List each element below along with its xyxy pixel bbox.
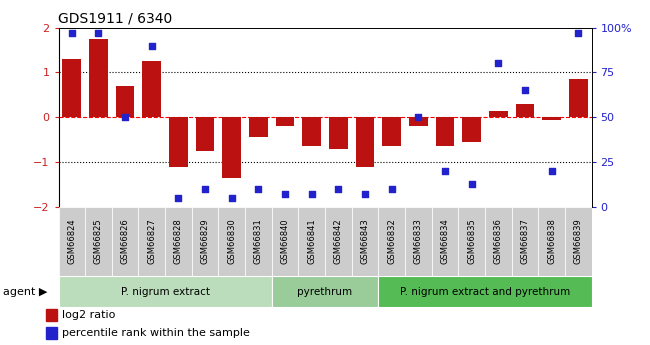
Point: [173, 195, 184, 201]
Bar: [298, 207, 325, 276]
Text: pyrethrum: pyrethrum: [298, 287, 352, 296]
Bar: [356, 117, 374, 167]
Bar: [222, 117, 241, 178]
Bar: [112, 207, 138, 276]
Bar: [569, 79, 588, 117]
Bar: [58, 276, 272, 307]
Bar: [169, 117, 188, 167]
Bar: [46, 309, 57, 321]
Text: GSM66843: GSM66843: [361, 219, 369, 264]
Point: [520, 88, 530, 93]
Bar: [409, 117, 428, 126]
Point: [254, 186, 264, 192]
Text: P. nigrum extract and pyrethrum: P. nigrum extract and pyrethrum: [400, 287, 570, 296]
Point: [227, 195, 237, 201]
Bar: [272, 276, 378, 307]
Point: [386, 186, 396, 192]
Bar: [565, 207, 592, 276]
Bar: [85, 207, 112, 276]
Bar: [325, 207, 352, 276]
Text: log2 ratio: log2 ratio: [62, 310, 115, 319]
Bar: [489, 110, 508, 117]
Bar: [462, 117, 481, 142]
Point: [307, 192, 317, 197]
Point: [360, 192, 370, 197]
Bar: [46, 327, 57, 339]
Text: GSM66841: GSM66841: [307, 219, 316, 264]
Bar: [58, 207, 85, 276]
Text: GDS1911 / 6340: GDS1911 / 6340: [58, 11, 173, 25]
Text: GSM66833: GSM66833: [414, 219, 422, 264]
Bar: [458, 207, 485, 276]
Bar: [138, 207, 165, 276]
Point: [413, 115, 424, 120]
Text: GSM66837: GSM66837: [521, 219, 529, 264]
Bar: [436, 117, 454, 146]
Text: GSM66836: GSM66836: [494, 219, 502, 264]
Bar: [378, 207, 405, 276]
Bar: [432, 207, 458, 276]
Bar: [89, 39, 108, 117]
Bar: [276, 117, 294, 126]
Point: [547, 168, 557, 174]
Point: [200, 186, 211, 192]
Bar: [538, 207, 565, 276]
Bar: [329, 117, 348, 149]
Point: [280, 192, 291, 197]
Point: [333, 186, 343, 192]
Text: GSM66842: GSM66842: [334, 219, 343, 264]
Bar: [62, 59, 81, 117]
Text: GSM66839: GSM66839: [574, 219, 582, 264]
Bar: [352, 207, 378, 276]
Bar: [405, 207, 432, 276]
Point: [439, 168, 450, 174]
Point: [573, 30, 584, 36]
Bar: [116, 86, 135, 117]
Bar: [378, 276, 592, 307]
Text: GSM66829: GSM66829: [201, 219, 209, 264]
Bar: [485, 207, 512, 276]
Bar: [245, 207, 272, 276]
Bar: [192, 207, 218, 276]
Text: GSM66826: GSM66826: [121, 219, 129, 264]
Point: [147, 43, 157, 48]
Text: GSM66830: GSM66830: [227, 219, 236, 264]
Text: GSM66825: GSM66825: [94, 219, 103, 264]
Bar: [272, 207, 298, 276]
Bar: [542, 117, 561, 119]
Bar: [218, 207, 245, 276]
Point: [120, 115, 130, 120]
Bar: [302, 117, 321, 146]
Text: GSM66831: GSM66831: [254, 219, 263, 264]
Bar: [196, 117, 215, 151]
Text: agent ▶: agent ▶: [3, 287, 47, 296]
Text: GSM66828: GSM66828: [174, 219, 183, 264]
Point: [467, 181, 477, 186]
Text: GSM66824: GSM66824: [68, 219, 76, 264]
Text: percentile rank within the sample: percentile rank within the sample: [62, 328, 250, 337]
Point: [94, 30, 104, 36]
Text: GSM66834: GSM66834: [441, 219, 449, 264]
Text: GSM66840: GSM66840: [281, 219, 289, 264]
Bar: [515, 104, 534, 117]
Bar: [142, 61, 161, 117]
Text: GSM66838: GSM66838: [547, 219, 556, 264]
Bar: [165, 207, 192, 276]
Point: [67, 30, 77, 36]
Text: GSM66827: GSM66827: [148, 219, 156, 264]
Text: P. nigrum extract: P. nigrum extract: [121, 287, 209, 296]
Text: GSM66835: GSM66835: [467, 219, 476, 264]
Bar: [512, 207, 538, 276]
Point: [493, 61, 504, 66]
Text: GSM66832: GSM66832: [387, 219, 396, 264]
Bar: [382, 117, 401, 146]
Bar: [249, 117, 268, 137]
